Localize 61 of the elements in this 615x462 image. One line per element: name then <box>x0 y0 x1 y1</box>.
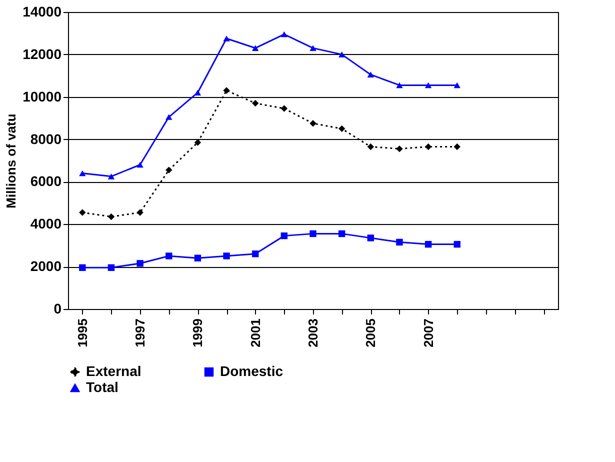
y-tick-label: 14000 <box>22 4 62 20</box>
point <box>136 260 144 267</box>
point <box>136 162 144 168</box>
point <box>194 90 202 96</box>
point <box>280 232 288 240</box>
x-tick-label: 2001 <box>248 318 263 348</box>
x-tick-label: 1999 <box>190 318 206 348</box>
point <box>310 230 316 238</box>
point <box>166 252 172 260</box>
point <box>252 45 259 51</box>
y-axis-title: Millions of vatu <box>4 114 19 208</box>
point <box>396 82 403 88</box>
point <box>280 31 288 38</box>
point <box>310 120 316 127</box>
y-tick-label: 12000 <box>22 46 62 62</box>
legend-label: External <box>86 363 142 379</box>
legend-label: Total <box>86 379 118 395</box>
point <box>79 170 86 176</box>
point <box>79 264 86 271</box>
point <box>338 52 346 58</box>
y-tick-label: 0 <box>54 300 62 316</box>
point <box>252 250 259 258</box>
point <box>454 143 460 150</box>
point <box>424 240 432 248</box>
point <box>310 45 316 51</box>
x-tick-label: 2005 <box>363 318 378 348</box>
point <box>108 213 115 220</box>
point <box>79 209 86 216</box>
point <box>367 234 374 242</box>
point <box>223 36 230 42</box>
point <box>166 114 172 120</box>
legend-label: Domestic <box>220 363 284 379</box>
point <box>223 87 230 94</box>
y-tick-label: 6000 <box>30 173 62 190</box>
point <box>424 82 432 88</box>
point <box>252 100 259 107</box>
point <box>166 166 172 174</box>
x-tick-label: 1997 <box>132 318 148 348</box>
point <box>454 82 460 88</box>
y-tick-label: 10000 <box>22 88 62 104</box>
y-tick-label: 4000 <box>30 216 62 232</box>
point <box>108 264 115 271</box>
x-tick-label: 2007 <box>420 318 436 348</box>
x-tick-label: 2003 <box>306 318 320 348</box>
point <box>194 139 202 146</box>
point <box>338 125 346 132</box>
x-tick-label: 1995 <box>74 318 90 348</box>
point <box>338 230 346 238</box>
point <box>454 240 460 248</box>
point <box>424 143 432 150</box>
point <box>108 174 115 180</box>
point <box>396 145 403 152</box>
point <box>367 143 374 150</box>
y-tick-label: 2000 <box>30 258 62 274</box>
point <box>280 105 288 112</box>
point <box>194 254 202 262</box>
point <box>367 72 374 78</box>
point <box>223 252 230 260</box>
point <box>396 238 403 246</box>
point <box>136 209 144 216</box>
y-tick-label: 8000 <box>30 130 62 147</box>
